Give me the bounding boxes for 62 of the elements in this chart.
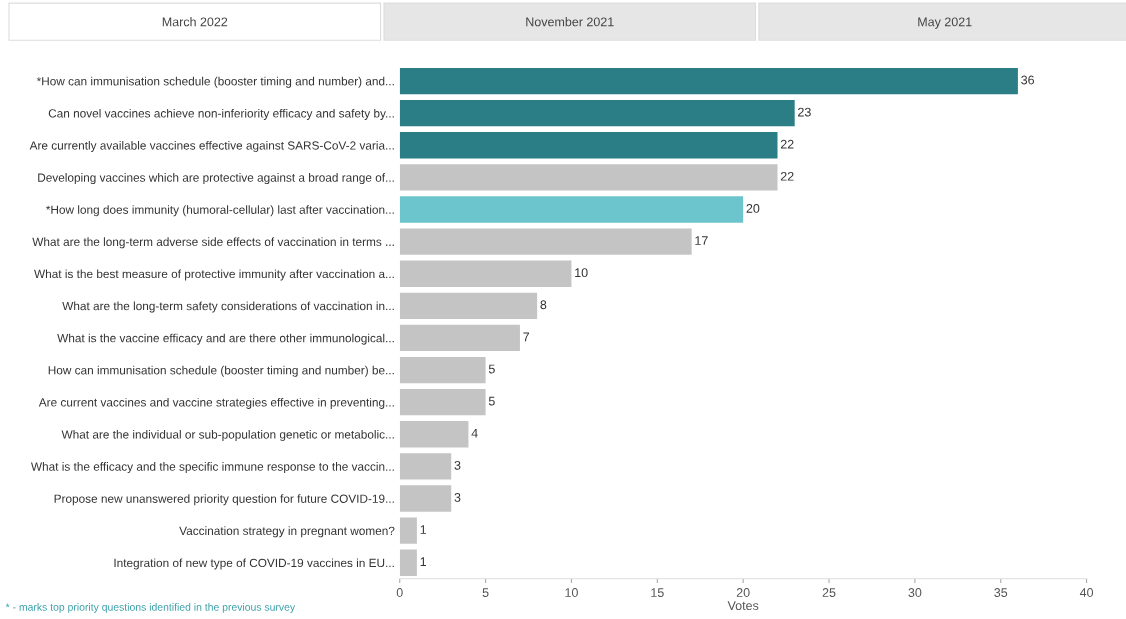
- x-tick-label: 5: [482, 588, 489, 597]
- bar: [399, 324, 520, 352]
- y-tick-label: Can novel vaccines achieve non-inferiority efficacy and safety by...: [48, 108, 394, 120]
- y-tick-label: Vaccination strategy in pregnant women?: [179, 526, 395, 538]
- x-tick-label: 40: [1079, 588, 1094, 597]
- data-label: 5: [488, 364, 495, 374]
- bar: [399, 132, 778, 159]
- y-tick-label: What are the long-term safety considerations of vaccination in...: [62, 301, 394, 313]
- data-label: 3: [454, 492, 461, 502]
- x-tick-label: 10: [565, 588, 578, 597]
- data-label: 5: [488, 396, 495, 406]
- bar: [399, 421, 469, 448]
- y-tick-label: How can immunisation schedule (booster timing and number) be...: [48, 365, 394, 377]
- data-label: 4: [471, 428, 478, 438]
- bar: [399, 67, 1018, 95]
- y-tick-label: *How long does immunity (humoral-cellular) last after vaccination...: [46, 205, 394, 217]
- data-label: 7: [523, 332, 530, 342]
- data-label: 1: [420, 525, 427, 534]
- bar: [399, 164, 778, 191]
- bar: [399, 517, 417, 544]
- bar: [399, 196, 744, 223]
- data-label: 8: [540, 300, 547, 310]
- bar: [399, 292, 538, 319]
- y-tick-label: Developing vaccines which are protective against a broad range of...: [38, 173, 394, 185]
- y-tick-label: What are the long-term adverse side effects of vaccination in terms ...: [32, 237, 394, 249]
- bar: [399, 453, 452, 480]
- data-label: 20: [746, 204, 760, 213]
- x-tick-label: 25: [822, 588, 836, 597]
- y-tick-label: Propose new unanswered priority question for future COVID-19...: [54, 494, 394, 506]
- x-tick-label: 15: [651, 588, 664, 597]
- bar: [399, 388, 486, 416]
- bar: [399, 485, 452, 512]
- y-tick-label: *How can immunisation schedule (booster timing and number) and...: [36, 76, 394, 88]
- data-label: 3: [454, 460, 461, 470]
- y-tick-label: What is the best measure of protective immunity after vaccination a...: [34, 269, 394, 281]
- y-tick-label: Are current vaccines and vaccine strategies effective in preventing...: [38, 397, 394, 409]
- x-tick-label: 0: [396, 588, 403, 597]
- y-tick-label: Integration of new type of COVID-19 vaccines in EU...: [114, 558, 394, 570]
- bar: [399, 228, 692, 255]
- x-tick-label: 30: [908, 588, 922, 597]
- y-tick-label: What is the efficacy and the specific immune response to the vaccin...: [30, 462, 394, 474]
- text: November 2021: [526, 17, 614, 27]
- text: May 2021: [918, 17, 972, 29]
- data-label: 17: [695, 236, 708, 245]
- bar: [399, 100, 795, 127]
- bar: [399, 549, 417, 576]
- bar: [399, 260, 572, 287]
- text: * - marks top priority questions identified in the previous survey: [5, 603, 296, 613]
- y-tick-label: What is the vaccine efficacy and are there other immunological...: [57, 333, 394, 345]
- x-tick-label: 20: [736, 588, 750, 597]
- text: March 2022: [162, 17, 228, 27]
- data-label: 1: [420, 557, 427, 566]
- data-label: 22: [780, 139, 794, 149]
- data-label: 23: [798, 107, 811, 117]
- y-tick-label: Are currently available vaccines effective against SARS-CoV-2 varia...: [29, 140, 394, 152]
- x-axis-title: Votes: [727, 601, 759, 611]
- bar: [399, 356, 486, 384]
- data-label: 36: [1021, 75, 1035, 85]
- x-tick-label: 35: [994, 588, 1008, 597]
- y-tick-label: What are the individual or sub-population genetic or metabolic...: [61, 429, 394, 441]
- data-label: 22: [780, 171, 794, 181]
- data-label: 10: [575, 268, 588, 278]
